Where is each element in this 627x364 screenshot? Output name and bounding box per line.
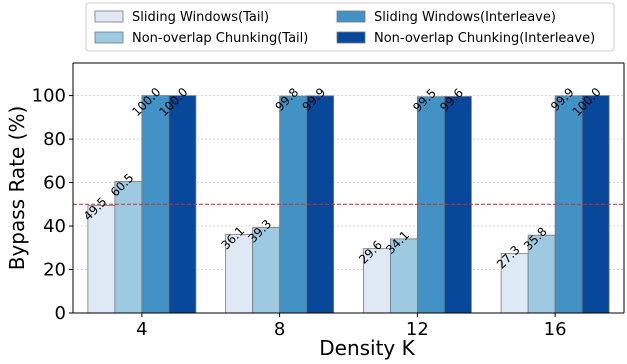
legend-swatch-3 xyxy=(336,31,366,44)
x-tick-label-4: 4 xyxy=(136,319,147,340)
x-tick-label-8: 8 xyxy=(274,319,285,340)
y-axis-label: Bypass Rate (%) xyxy=(5,106,29,271)
bar-8-series-3 xyxy=(306,95,335,314)
x-axis-label: Density K xyxy=(319,336,415,360)
x-tick-label-12: 12 xyxy=(406,319,429,340)
legend-swatch-0 xyxy=(94,10,124,23)
axes: 0 20 40 60 80 100 4 8 12 16 xyxy=(32,62,625,340)
y-tick-label-0: 0 xyxy=(55,303,66,324)
bar-16-series-1 xyxy=(527,234,556,314)
x-tick-label-16: 16 xyxy=(544,319,567,340)
y-tick-label-40: 40 xyxy=(43,216,66,237)
legend-frame xyxy=(85,2,615,52)
y-tick-label-100: 100 xyxy=(32,86,66,107)
legend-label-3: Non-overlap Chunking(Interleave) xyxy=(374,31,595,46)
y-tick-label-60: 60 xyxy=(43,173,66,194)
legend-label-2: Sliding Windows(Interleave) xyxy=(374,10,556,25)
y-tick-label-20: 20 xyxy=(43,260,66,281)
legend-label-1: Non-overlap Chunking(Tail) xyxy=(132,31,308,46)
bar-8-series-1 xyxy=(252,227,281,314)
bar-12-series-2 xyxy=(416,96,445,314)
legend-swatch-2 xyxy=(336,10,366,23)
y-tick-label-80: 80 xyxy=(43,129,66,150)
legend-swatch-1 xyxy=(94,31,124,44)
bar-12-series-1 xyxy=(389,238,418,314)
legend: Sliding Windows(Tail) Non-overlap Chunkin… xyxy=(85,2,615,52)
legend-label-0: Sliding Windows(Tail) xyxy=(132,10,269,25)
bar-4-series-0 xyxy=(87,204,116,314)
bar-4-series-1 xyxy=(114,181,143,314)
